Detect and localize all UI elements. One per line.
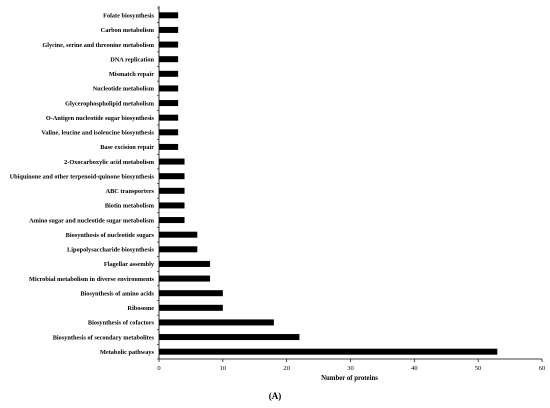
category-label: Valine, leucine and isoleucine biosynthe… <box>41 130 154 137</box>
bar <box>159 70 179 77</box>
bar <box>159 12 179 19</box>
category-label-group: Folate biosynthesis Carbon metabolism Glyc… <box>10 13 155 356</box>
category-label: Ribosome <box>127 305 154 312</box>
category-label: O-Antigen nucleotide sugar biosynthesis <box>46 115 155 122</box>
bar <box>159 348 498 355</box>
category-label: Carbon metabolism <box>101 27 155 34</box>
bar <box>159 304 223 311</box>
category-label: Lipopolysaccharide biosynthesis <box>67 247 154 254</box>
bar <box>159 41 179 48</box>
bar <box>159 129 179 136</box>
x-tick-label: 40 <box>411 365 418 372</box>
bar <box>159 114 179 121</box>
category-label: Folate biosynthesis <box>103 13 154 20</box>
bar <box>159 231 198 238</box>
category-label: Ubiquinone and other terpenoid-quinone b… <box>10 173 155 180</box>
bar <box>159 26 179 33</box>
x-tick-label: 60 <box>539 365 546 372</box>
bar <box>159 85 179 92</box>
x-tick-label: 50 <box>475 365 482 372</box>
category-label: Glycine, serine and threonine metabolism <box>42 42 154 49</box>
category-label: Biotin metabolism <box>105 203 155 210</box>
panel-label: (A) <box>269 391 282 401</box>
category-label: ABC transporters <box>106 188 155 195</box>
x-tick-group: 0 10 20 30 40 50 60 <box>157 359 545 372</box>
category-label: Glycerophospholipid metabolism <box>65 100 155 107</box>
x-tick-label: 10 <box>220 365 227 372</box>
category-label: Base excision repair <box>100 144 154 151</box>
x-axis-title: Number of proteins <box>321 375 378 382</box>
bar <box>159 260 211 267</box>
category-label: Flagellar assembly <box>104 261 155 268</box>
category-label: Amino sugar and nucleotide sugar metabol… <box>29 217 155 224</box>
bar <box>159 217 185 224</box>
bar <box>159 202 185 209</box>
category-label: Mismatch repair <box>109 71 154 78</box>
bar <box>159 158 185 165</box>
bar <box>159 100 179 107</box>
category-label: Biosynthesis of cofactors <box>88 320 155 327</box>
bar <box>159 56 179 63</box>
bar <box>159 143 179 150</box>
bar-group <box>159 12 498 355</box>
category-label: DNA replication <box>110 56 154 63</box>
bar <box>159 275 211 282</box>
bar <box>159 173 185 180</box>
bar <box>159 334 300 341</box>
category-label: Biosynthesis of secondary metabolites <box>53 334 155 341</box>
category-label: 2-Oxocarboxylic acid metabolism <box>64 159 155 166</box>
bar <box>159 246 198 253</box>
category-label: Biosynthesis of amino acids <box>80 290 154 297</box>
x-tick-label: 30 <box>347 365 354 372</box>
category-label: Nucleotide metabolism <box>93 86 155 93</box>
category-label: Microbial metabolism in diverse environm… <box>29 276 155 283</box>
category-label: Biosynthesis of nucleotide sugars <box>66 232 155 239</box>
bar <box>159 319 274 326</box>
bar <box>159 290 223 297</box>
bar <box>159 187 185 194</box>
x-tick-label: 0 <box>157 365 160 372</box>
x-tick-label: 20 <box>283 365 290 372</box>
category-label: Metabolic pathways <box>100 349 155 356</box>
